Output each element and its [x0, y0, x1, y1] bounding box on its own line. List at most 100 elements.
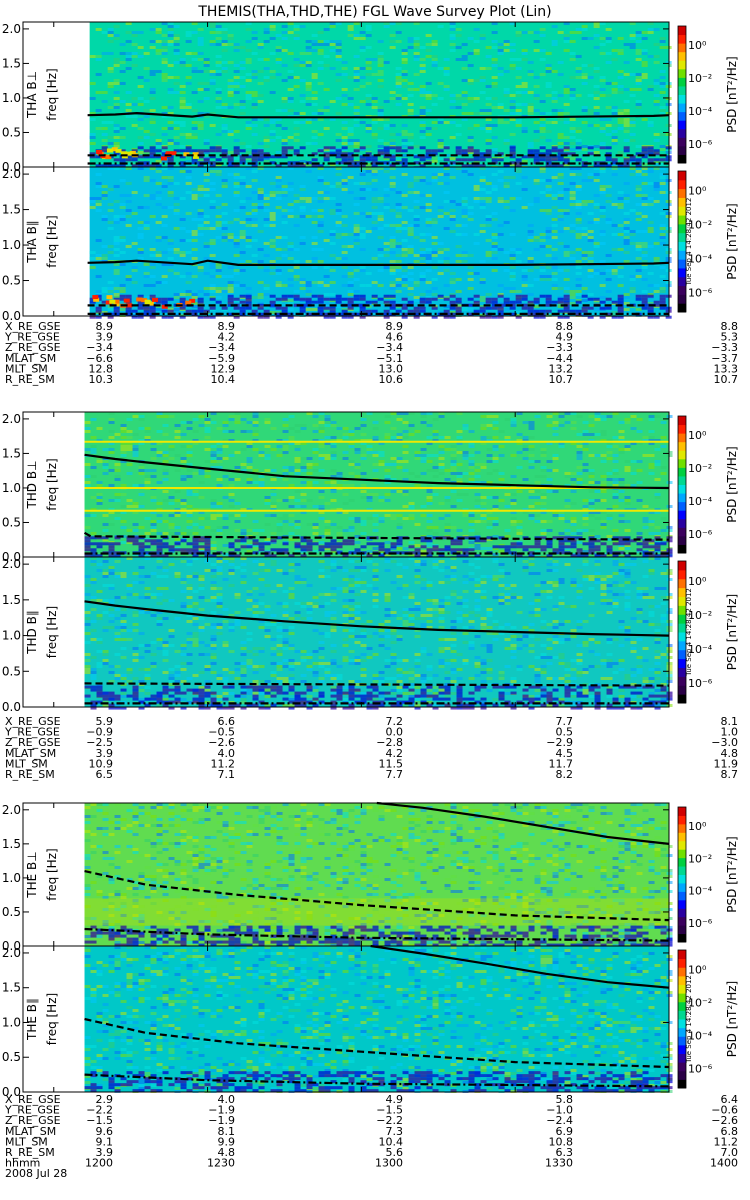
spectrogram-cell	[318, 496, 325, 499]
spectrogram-cell	[533, 239, 540, 242]
spectrogram-cell	[239, 61, 246, 64]
spectrogram-cell	[498, 445, 505, 448]
spectrogram-cell	[324, 481, 331, 484]
spectrogram-cell	[479, 127, 486, 130]
low-freq-cell	[467, 149, 474, 153]
spectrogram-cell	[377, 85, 384, 88]
spectrogram-cell	[462, 457, 469, 460]
spectrogram-cell	[563, 163, 570, 166]
spectrogram-cell	[636, 469, 643, 472]
spectrogram-cell	[419, 275, 426, 278]
spectrogram-cell	[425, 182, 432, 185]
spectrogram-cell	[402, 478, 409, 481]
orbit-row-value: 8.8	[721, 320, 739, 333]
low-freq-cell	[281, 149, 288, 153]
spectrogram-cell	[366, 412, 373, 415]
spectrogram-cell	[485, 142, 492, 145]
spectrogram-cell	[305, 215, 312, 218]
spectrogram-cell	[257, 82, 264, 85]
spectrogram-cell	[408, 502, 415, 505]
spectrogram-cell	[606, 451, 613, 454]
spectrogram-cell	[84, 484, 91, 487]
spectrogram-cell	[575, 142, 582, 145]
spectrogram-cell	[269, 130, 276, 133]
low-freq-cell	[623, 146, 630, 150]
low-freq-cell	[413, 312, 420, 316]
spectrogram-cell	[569, 257, 576, 260]
hot-cell	[192, 154, 199, 159]
spectrogram-cell	[545, 67, 552, 70]
spectrogram-cell	[540, 511, 547, 514]
spectrogram-cell	[545, 94, 552, 97]
spectrogram-cell	[198, 472, 205, 475]
spectrogram-cell	[264, 418, 271, 421]
spectrogram-cell	[288, 469, 295, 472]
low-freq-cell	[359, 306, 366, 310]
low-freq-cell	[161, 309, 168, 313]
spectrogram-cell	[437, 118, 444, 121]
spectrogram-cell	[635, 88, 642, 91]
low-freq-cell	[269, 300, 276, 304]
spectrogram-cell	[95, 55, 102, 58]
spectrogram-cell	[515, 260, 522, 263]
low-freq-cell	[299, 309, 306, 313]
spectrogram-cell	[287, 70, 294, 73]
spectrogram-cell	[143, 109, 150, 112]
low-freq-cell	[485, 155, 492, 159]
spectrogram-cell	[456, 442, 463, 445]
spectrogram-cell	[294, 550, 301, 553]
spectrogram-cell	[629, 43, 636, 46]
spectrogram-cell	[269, 25, 276, 28]
spectrogram-cell	[227, 88, 234, 91]
spectrogram-cell	[623, 194, 630, 197]
spectrogram-cell	[395, 206, 402, 209]
spectrogram-cell	[582, 550, 589, 553]
spectrogram-cell	[552, 511, 559, 514]
spectrogram-cell	[462, 472, 469, 475]
spectrogram-cell	[606, 517, 613, 520]
spectrogram-cell	[545, 179, 552, 182]
spectrogram-cell	[479, 188, 486, 191]
low-freq-cell	[161, 146, 168, 150]
low-freq-cell	[317, 164, 324, 168]
spectrogram-cell	[599, 37, 606, 40]
spectrogram-cell	[599, 242, 606, 245]
spectrogram-cell	[191, 293, 198, 296]
spectrogram-cell	[197, 209, 204, 212]
low-freq-cell	[437, 149, 444, 153]
spectrogram-cell	[299, 209, 306, 212]
spectrogram-cell	[210, 514, 217, 517]
spectrogram-cell	[623, 61, 630, 64]
low-freq-cell	[611, 300, 618, 304]
spectrogram-cell	[407, 142, 414, 145]
y-tick-label: 0.5	[2, 125, 21, 139]
spectrogram-cell	[96, 457, 103, 460]
spectrogram-cell	[480, 427, 487, 430]
spectrogram-cell	[222, 421, 229, 424]
spectrogram-cell	[216, 526, 223, 529]
spectrogram-cell	[449, 176, 456, 179]
low-freq-cell	[635, 164, 642, 168]
panel-label: THA B⊥	[25, 71, 39, 119]
spectrogram-cell	[401, 251, 408, 254]
spectrogram-cell	[461, 58, 468, 61]
spectrogram-cell	[594, 511, 601, 514]
low-freq-cell	[383, 309, 390, 313]
spectrogram-cell	[143, 136, 150, 139]
hot-cell	[151, 297, 158, 302]
spectrogram-cell	[89, 97, 96, 100]
spectrogram-cell	[101, 257, 108, 260]
spectrogram-cell	[491, 61, 498, 64]
spectrogram-cell	[425, 224, 432, 227]
spectrogram-cell	[558, 415, 565, 418]
spectrogram-cell	[431, 173, 438, 176]
spectrogram-cell	[659, 233, 666, 236]
spectrogram-cell	[395, 224, 402, 227]
orbit-row-value: 8.9	[218, 320, 236, 333]
spectrogram-cell	[437, 145, 444, 148]
spectrogram-cell	[143, 275, 150, 278]
spectrogram-cell	[270, 508, 277, 511]
spectrogram-cell	[593, 167, 600, 170]
colorbar-swatch	[678, 197, 686, 207]
low-freq-cell	[383, 315, 390, 319]
